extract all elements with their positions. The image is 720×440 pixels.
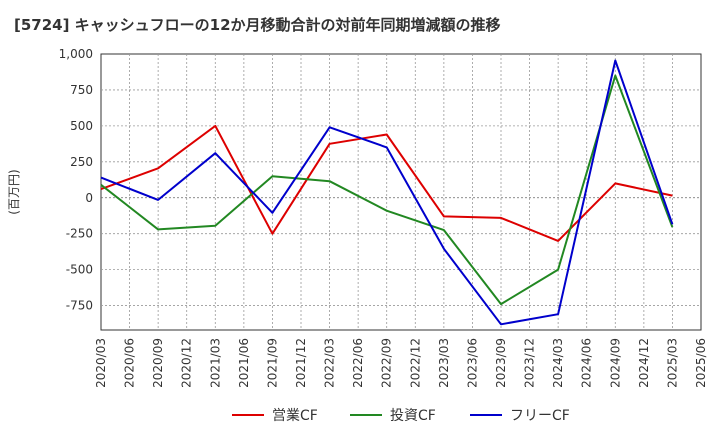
x-tick-label: 2022/09 — [380, 338, 394, 388]
x-tick-label: 2024/03 — [551, 338, 565, 388]
x-tick-label: 2024/09 — [608, 338, 622, 388]
x-tick-label: 2025/06 — [694, 338, 708, 388]
x-tick-label: 2021/03 — [208, 338, 222, 388]
legend-label: 営業CF — [272, 408, 318, 424]
y-tick-label: 0 — [85, 191, 93, 205]
x-tick-label: 2022/03 — [323, 338, 337, 388]
legend-label: 投資CF — [390, 408, 436, 424]
y-tick-label: 250 — [70, 155, 93, 169]
x-tick-label: 2023/06 — [465, 338, 479, 388]
x-tick-label: 2022/12 — [408, 338, 422, 388]
x-tick-label: 2020/12 — [180, 338, 194, 388]
y-axis-label: (百万円) — [7, 169, 21, 214]
y-tick-label: 750 — [70, 83, 93, 97]
series-line — [100, 124, 673, 242]
x-tick-label: 2025/03 — [665, 338, 679, 388]
y-tick-label: -500 — [66, 263, 93, 277]
chart-title: [5724] キャッシュフローの12か月移動合計の対前年同期増減額の推移 — [14, 16, 501, 34]
x-tick-label: 2023/09 — [494, 338, 508, 388]
legend-label: フリーCF — [510, 408, 570, 424]
x-tick-label: 2020/06 — [123, 338, 137, 388]
series-line — [100, 74, 674, 306]
x-tick-label: 2020/03 — [94, 338, 108, 388]
series-line — [100, 59, 674, 326]
y-tick-label: -250 — [66, 227, 93, 241]
x-tick-label: 2021/06 — [237, 338, 251, 388]
x-tick-label: 2024/06 — [580, 338, 594, 388]
y-tick-label: 500 — [70, 119, 93, 133]
plot-area — [100, 53, 702, 331]
x-tick-label: 2021/09 — [265, 338, 279, 388]
x-tick-label: 2022/06 — [351, 338, 365, 388]
y-tick-label: -750 — [66, 299, 93, 313]
x-tick-label: 2021/12 — [294, 338, 308, 388]
x-tick-label: 2024/12 — [637, 338, 651, 388]
x-tick-label: 2020/09 — [151, 338, 165, 388]
y-tick-label: 1,000 — [59, 47, 93, 61]
x-tick-label: 2023/03 — [437, 338, 451, 388]
x-tick-label: 2023/12 — [523, 338, 537, 388]
